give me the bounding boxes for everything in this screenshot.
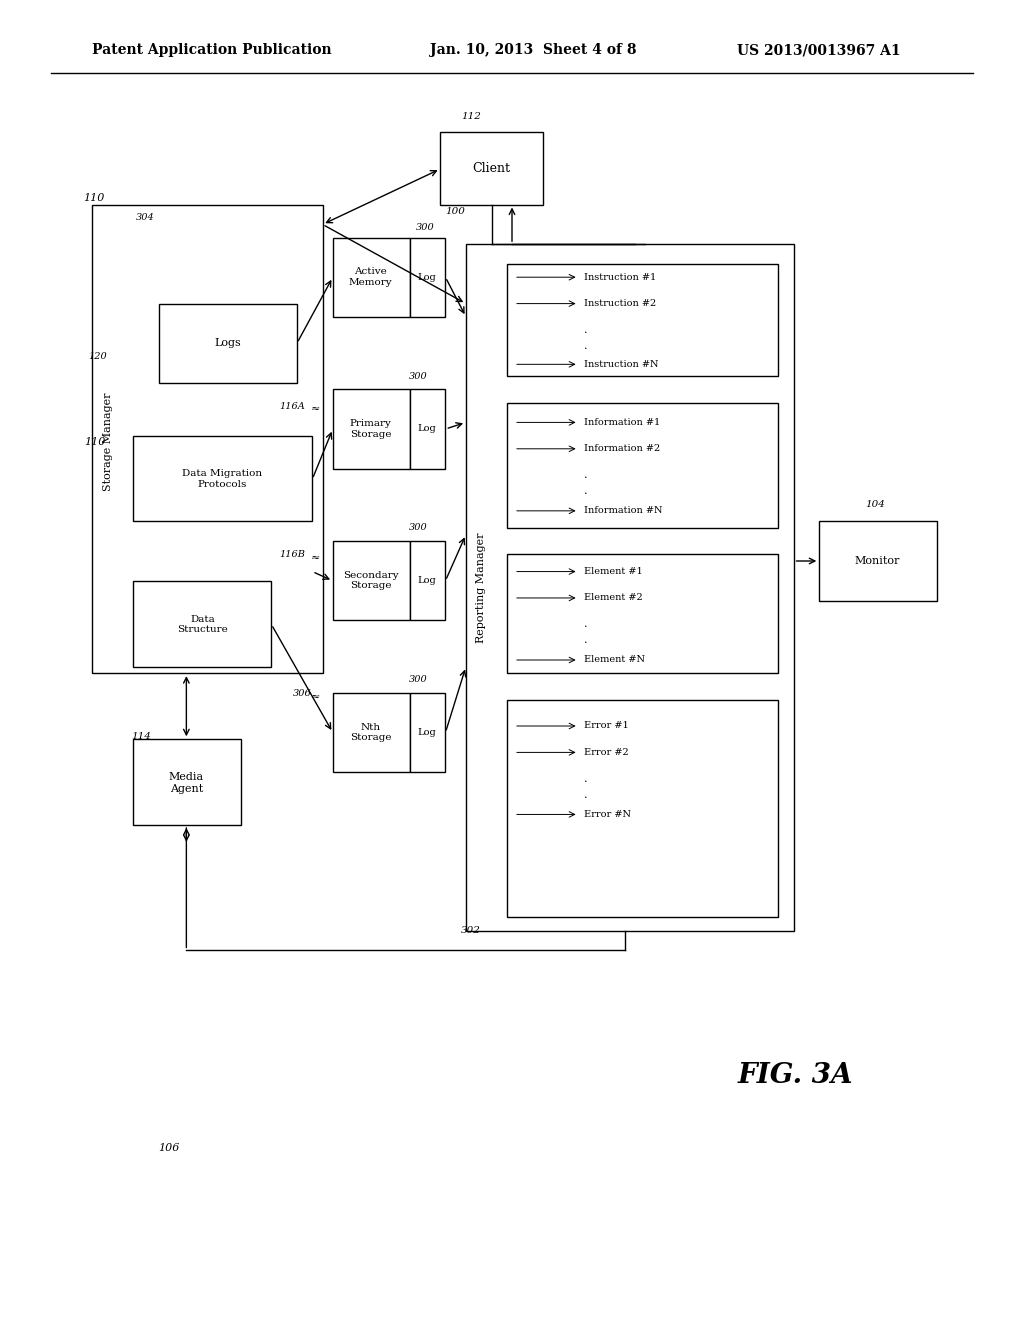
Text: Data Migration
Protocols: Data Migration Protocols bbox=[182, 470, 262, 488]
Bar bbox=[466, 244, 794, 931]
Text: US 2013/0013967 A1: US 2013/0013967 A1 bbox=[737, 44, 901, 57]
Text: 104: 104 bbox=[865, 500, 886, 508]
Text: Secondary
Storage: Secondary Storage bbox=[343, 572, 398, 590]
Bar bbox=[440, 132, 543, 205]
Text: 110: 110 bbox=[84, 193, 104, 203]
Text: 302: 302 bbox=[461, 927, 481, 935]
Text: Error #1: Error #1 bbox=[584, 722, 629, 730]
Text: 300: 300 bbox=[409, 372, 427, 380]
Bar bbox=[410, 238, 445, 317]
Text: Nth
Storage: Nth Storage bbox=[350, 723, 391, 742]
Text: Log: Log bbox=[418, 577, 436, 585]
Bar bbox=[410, 541, 445, 620]
Text: Log: Log bbox=[418, 273, 436, 281]
Bar bbox=[819, 521, 937, 601]
Text: Instruction #1: Instruction #1 bbox=[584, 273, 656, 281]
Text: 300: 300 bbox=[416, 223, 434, 231]
Text: Storage Manager: Storage Manager bbox=[102, 393, 113, 491]
Text: 116B: 116B bbox=[279, 550, 305, 558]
Text: .: . bbox=[584, 486, 587, 496]
Text: Jan. 10, 2013  Sheet 4 of 8: Jan. 10, 2013 Sheet 4 of 8 bbox=[430, 44, 637, 57]
Bar bbox=[410, 389, 445, 469]
Text: .: . bbox=[584, 774, 587, 784]
Text: FIG. 3A: FIG. 3A bbox=[737, 1063, 853, 1089]
Text: Patent Application Publication: Patent Application Publication bbox=[92, 44, 332, 57]
Text: ≈: ≈ bbox=[310, 404, 321, 414]
Text: 300: 300 bbox=[409, 676, 427, 684]
Text: Reporting Manager: Reporting Manager bbox=[476, 532, 486, 643]
Bar bbox=[159, 304, 297, 383]
Bar bbox=[507, 700, 778, 917]
Text: Active
Memory: Active Memory bbox=[349, 268, 392, 286]
Text: .: . bbox=[584, 619, 587, 630]
Text: 106: 106 bbox=[159, 1143, 179, 1154]
Text: .: . bbox=[584, 325, 587, 335]
Text: Instruction #2: Instruction #2 bbox=[584, 300, 656, 308]
Text: .: . bbox=[584, 470, 587, 480]
Text: 300: 300 bbox=[409, 524, 427, 532]
Bar bbox=[507, 554, 778, 673]
Bar bbox=[333, 541, 410, 620]
Text: Error #N: Error #N bbox=[584, 810, 631, 818]
Bar bbox=[333, 693, 410, 772]
Bar bbox=[507, 403, 778, 528]
Text: Information #N: Information #N bbox=[584, 507, 663, 515]
Text: Log: Log bbox=[418, 729, 436, 737]
Text: Media
Agent: Media Agent bbox=[169, 772, 204, 793]
Text: Monitor: Monitor bbox=[855, 556, 900, 566]
Text: Log: Log bbox=[418, 425, 436, 433]
Text: 306: 306 bbox=[293, 689, 311, 697]
Text: 112: 112 bbox=[461, 112, 481, 120]
Text: Element #N: Element #N bbox=[584, 656, 645, 664]
Bar bbox=[333, 389, 410, 469]
Text: Data
Structure: Data Structure bbox=[177, 615, 228, 634]
Text: Information #2: Information #2 bbox=[584, 445, 659, 453]
Bar bbox=[92, 205, 323, 673]
Text: 120: 120 bbox=[88, 352, 106, 360]
Text: ≈: ≈ bbox=[310, 692, 321, 702]
Bar bbox=[507, 264, 778, 376]
Bar bbox=[133, 739, 241, 825]
Text: Error #2: Error #2 bbox=[584, 748, 629, 756]
Text: 100: 100 bbox=[445, 207, 466, 215]
Text: ≈: ≈ bbox=[310, 553, 321, 564]
Text: 304: 304 bbox=[136, 214, 155, 222]
Text: Logs: Logs bbox=[214, 338, 241, 348]
Text: Primary
Storage: Primary Storage bbox=[350, 420, 391, 438]
Text: 114: 114 bbox=[131, 733, 152, 741]
Bar bbox=[333, 238, 410, 317]
Text: .: . bbox=[584, 341, 587, 351]
Bar bbox=[410, 693, 445, 772]
Text: Client: Client bbox=[472, 162, 511, 176]
Text: 116A: 116A bbox=[279, 403, 305, 411]
Text: Element #2: Element #2 bbox=[584, 594, 642, 602]
Text: .: . bbox=[584, 789, 587, 800]
Text: Element #1: Element #1 bbox=[584, 568, 642, 576]
Bar bbox=[133, 436, 312, 521]
Bar bbox=[133, 581, 271, 667]
Text: 110: 110 bbox=[85, 437, 105, 447]
Text: Instruction #N: Instruction #N bbox=[584, 360, 658, 368]
Text: Information #1: Information #1 bbox=[584, 418, 659, 426]
Text: .: . bbox=[584, 635, 587, 645]
